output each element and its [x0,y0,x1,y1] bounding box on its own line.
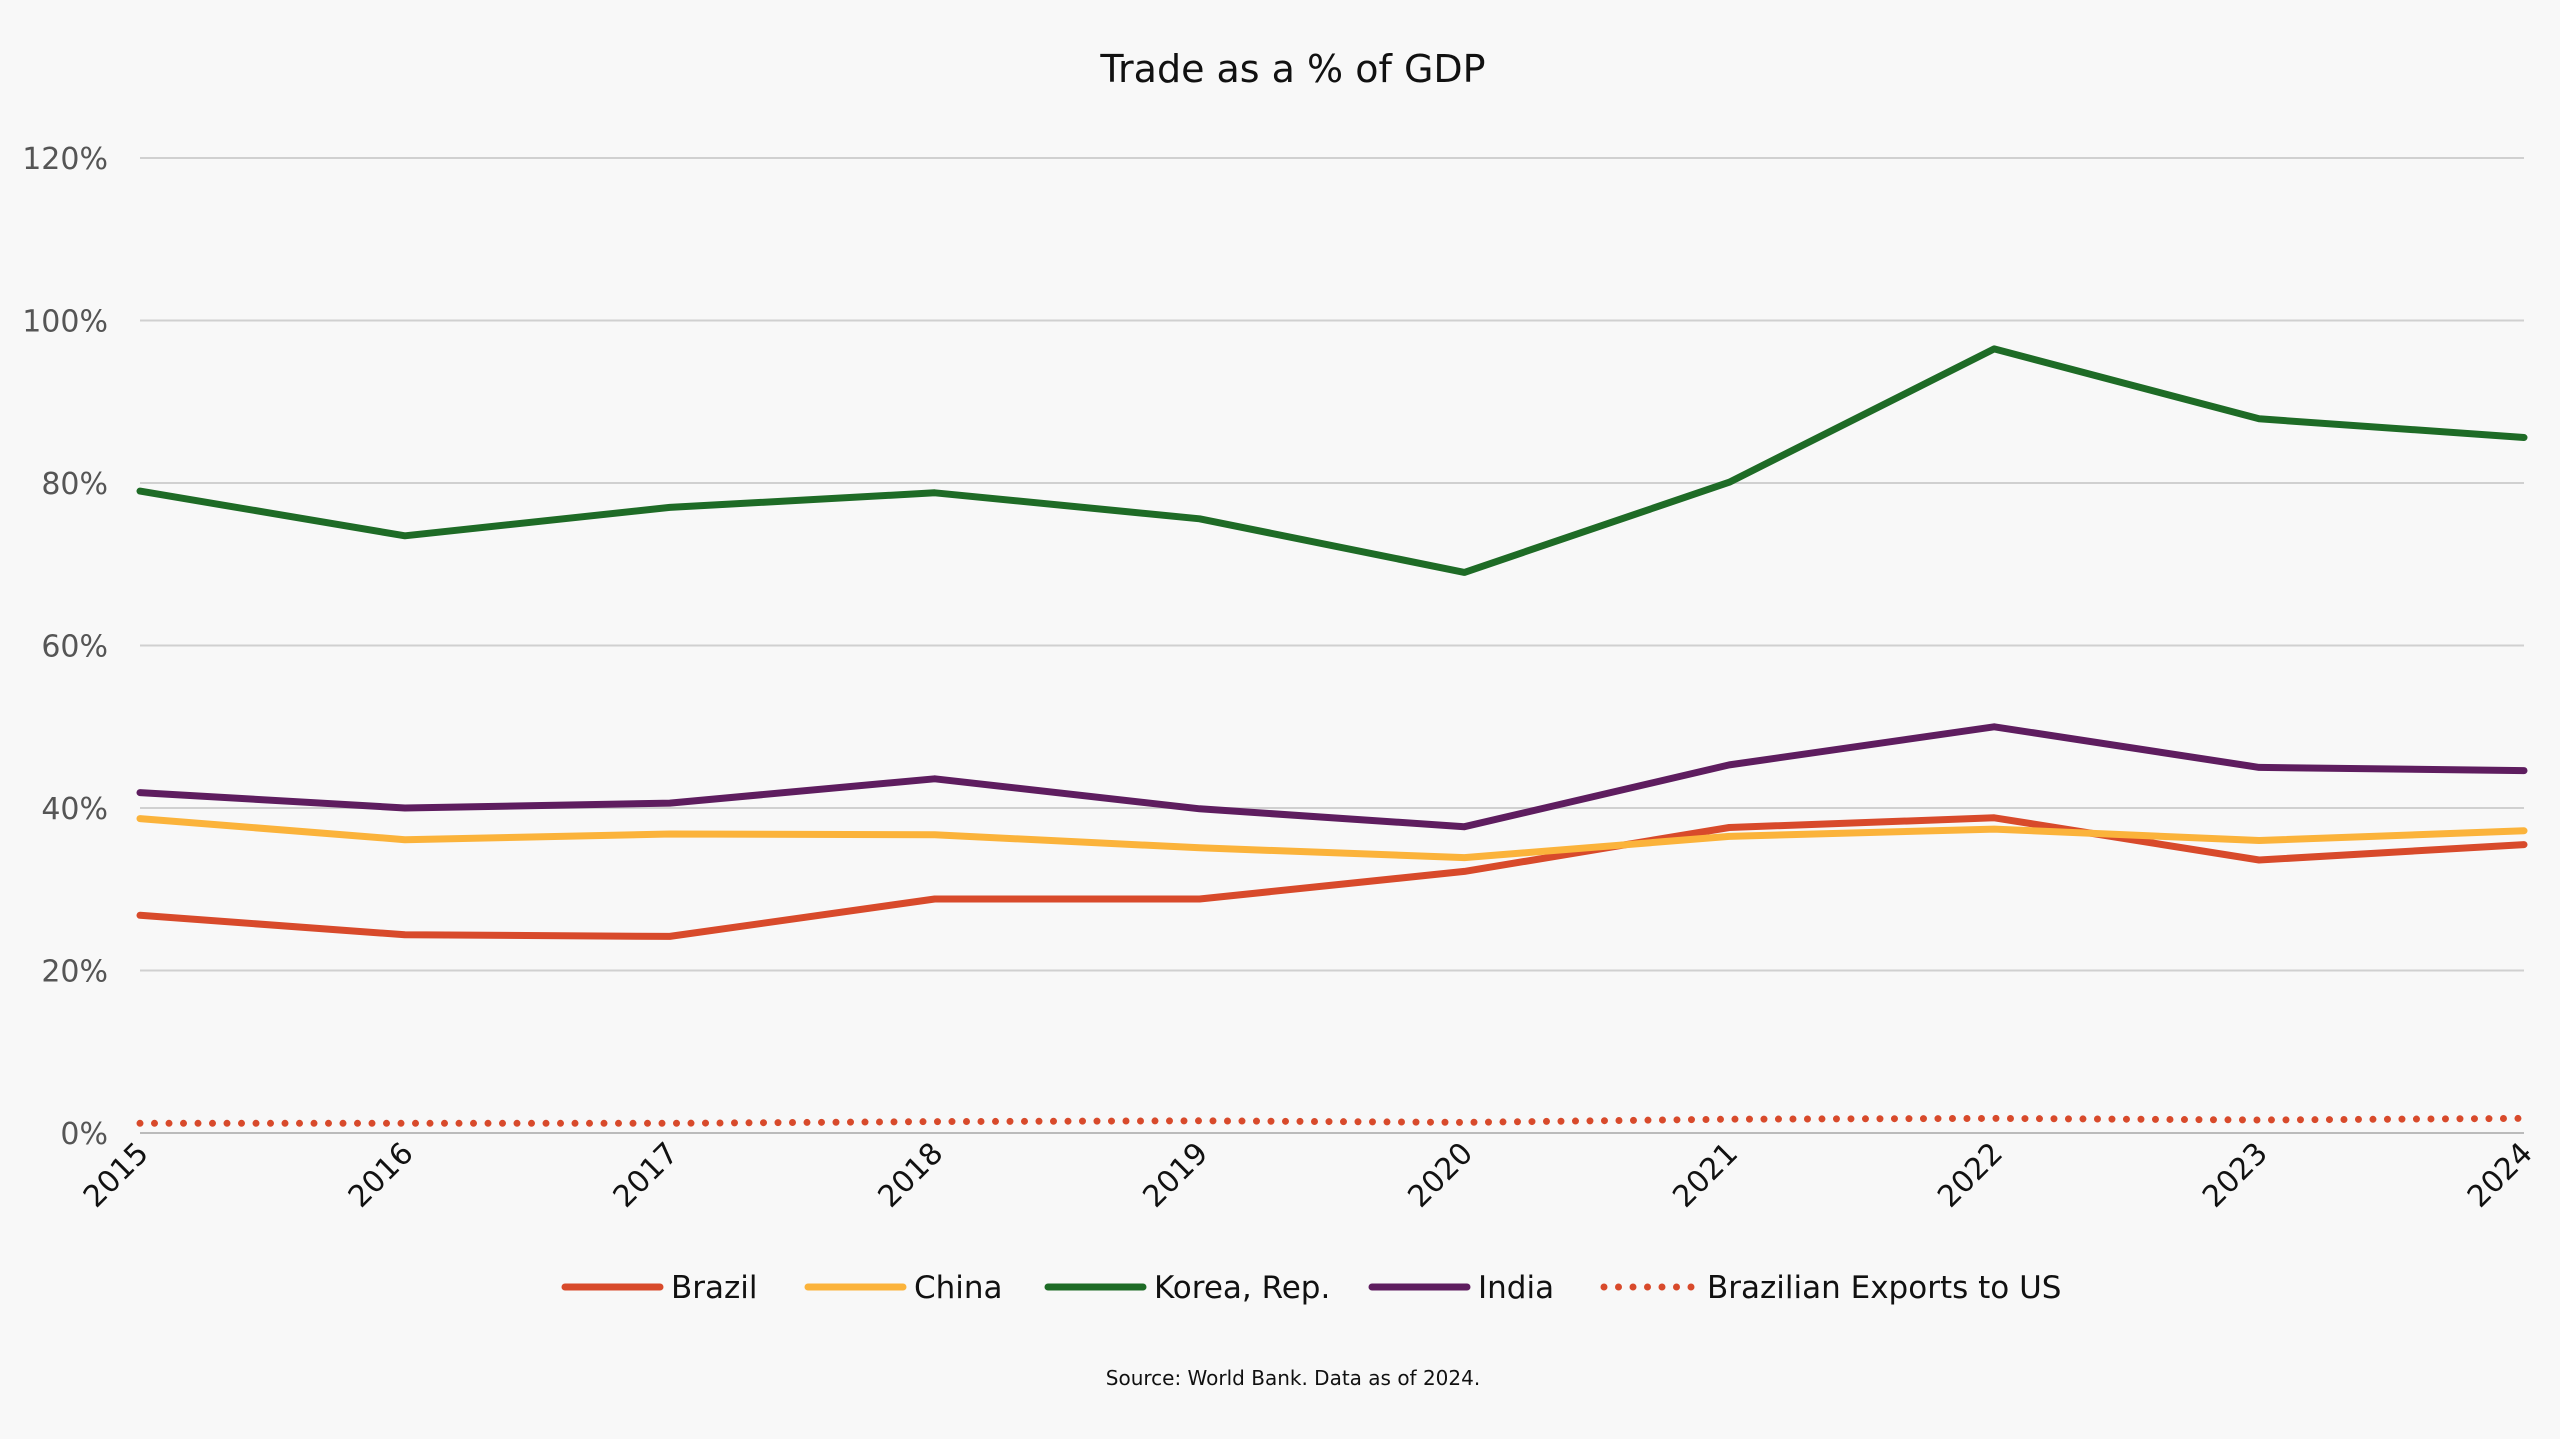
x-axis: 2015 2016 2017 2018 2019 2020 2021 2022 2023 2024 [77,1136,2540,1215]
series-line-india [136,723,2528,831]
legend-label: Brazilian Exports to US [1707,1270,2061,1306]
chart-title: Trade as a % of GDP [1099,47,1485,91]
x-tick-label: 2023 [2196,1136,2275,1215]
y-tick-label: 40% [41,792,108,827]
x-tick-label: 2024 [2461,1136,2540,1215]
chart-source: Source: World Bank. Data as of 2024. [1106,1366,1480,1390]
y-tick-label: 20% [41,955,108,990]
x-tick-label: 2016 [342,1136,421,1215]
legend: Brazil China Korea, Rep. India Brazilian Exp… [561,1270,2061,1306]
gridlines [140,157,2524,1134]
x-tick-label: 2017 [607,1136,686,1215]
y-tick-label: 0% [60,1117,108,1152]
series-lines [136,345,2528,1127]
legend-label: China [914,1270,1003,1306]
x-tick-label: 2022 [1931,1136,2010,1215]
y-tick-label: 60% [41,630,108,665]
legend-label: Korea, Rep. [1154,1270,1330,1306]
series-line-brazilian-exports-to-us [136,1114,2528,1127]
x-tick-label: 2021 [1666,1136,1745,1215]
x-tick-label: 2018 [872,1136,951,1215]
x-tick-label: 2020 [1401,1136,1480,1215]
x-tick-label: 2019 [1136,1136,1215,1215]
series-line-brazil [136,814,2528,940]
y-tick-label: 80% [41,467,108,502]
y-axis: 0% 20% 40% 60% 80% 100% 120% [22,142,108,1152]
y-tick-label: 100% [22,305,108,340]
series-line-korea-rep [136,345,2528,576]
y-tick-label: 120% [22,142,108,177]
legend-label: Brazil [671,1270,758,1306]
legend-label: India [1478,1270,1554,1306]
series-line-china [136,815,2528,862]
